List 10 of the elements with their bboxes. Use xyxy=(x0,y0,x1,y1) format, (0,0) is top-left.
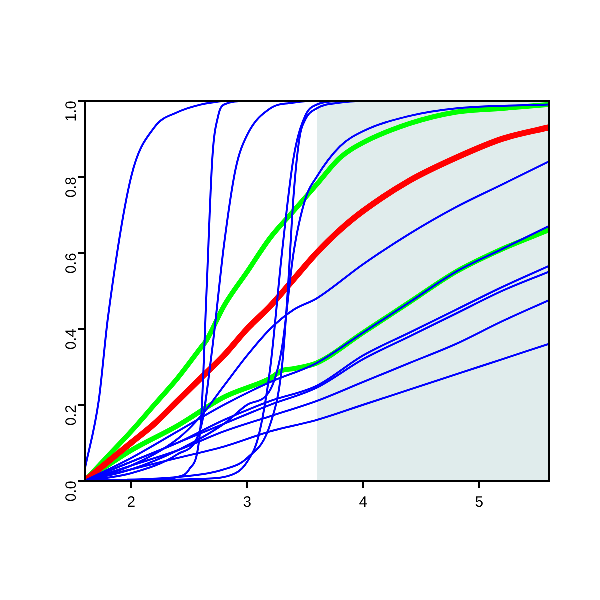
y-tick-label: 0.6 xyxy=(63,253,80,274)
x-tick-label: 3 xyxy=(243,494,252,512)
x-tick-label: 2 xyxy=(127,494,136,512)
y-tick-label: 0.2 xyxy=(63,405,80,426)
y-tick-label: 1.0 xyxy=(63,101,80,122)
x-tick-label: 4 xyxy=(359,494,368,512)
y-tick-label: 0.4 xyxy=(63,329,80,350)
y-tick-label: 0.0 xyxy=(63,481,80,502)
y-tick-label: 0.8 xyxy=(63,177,80,198)
x-tick-label: 5 xyxy=(475,494,484,512)
